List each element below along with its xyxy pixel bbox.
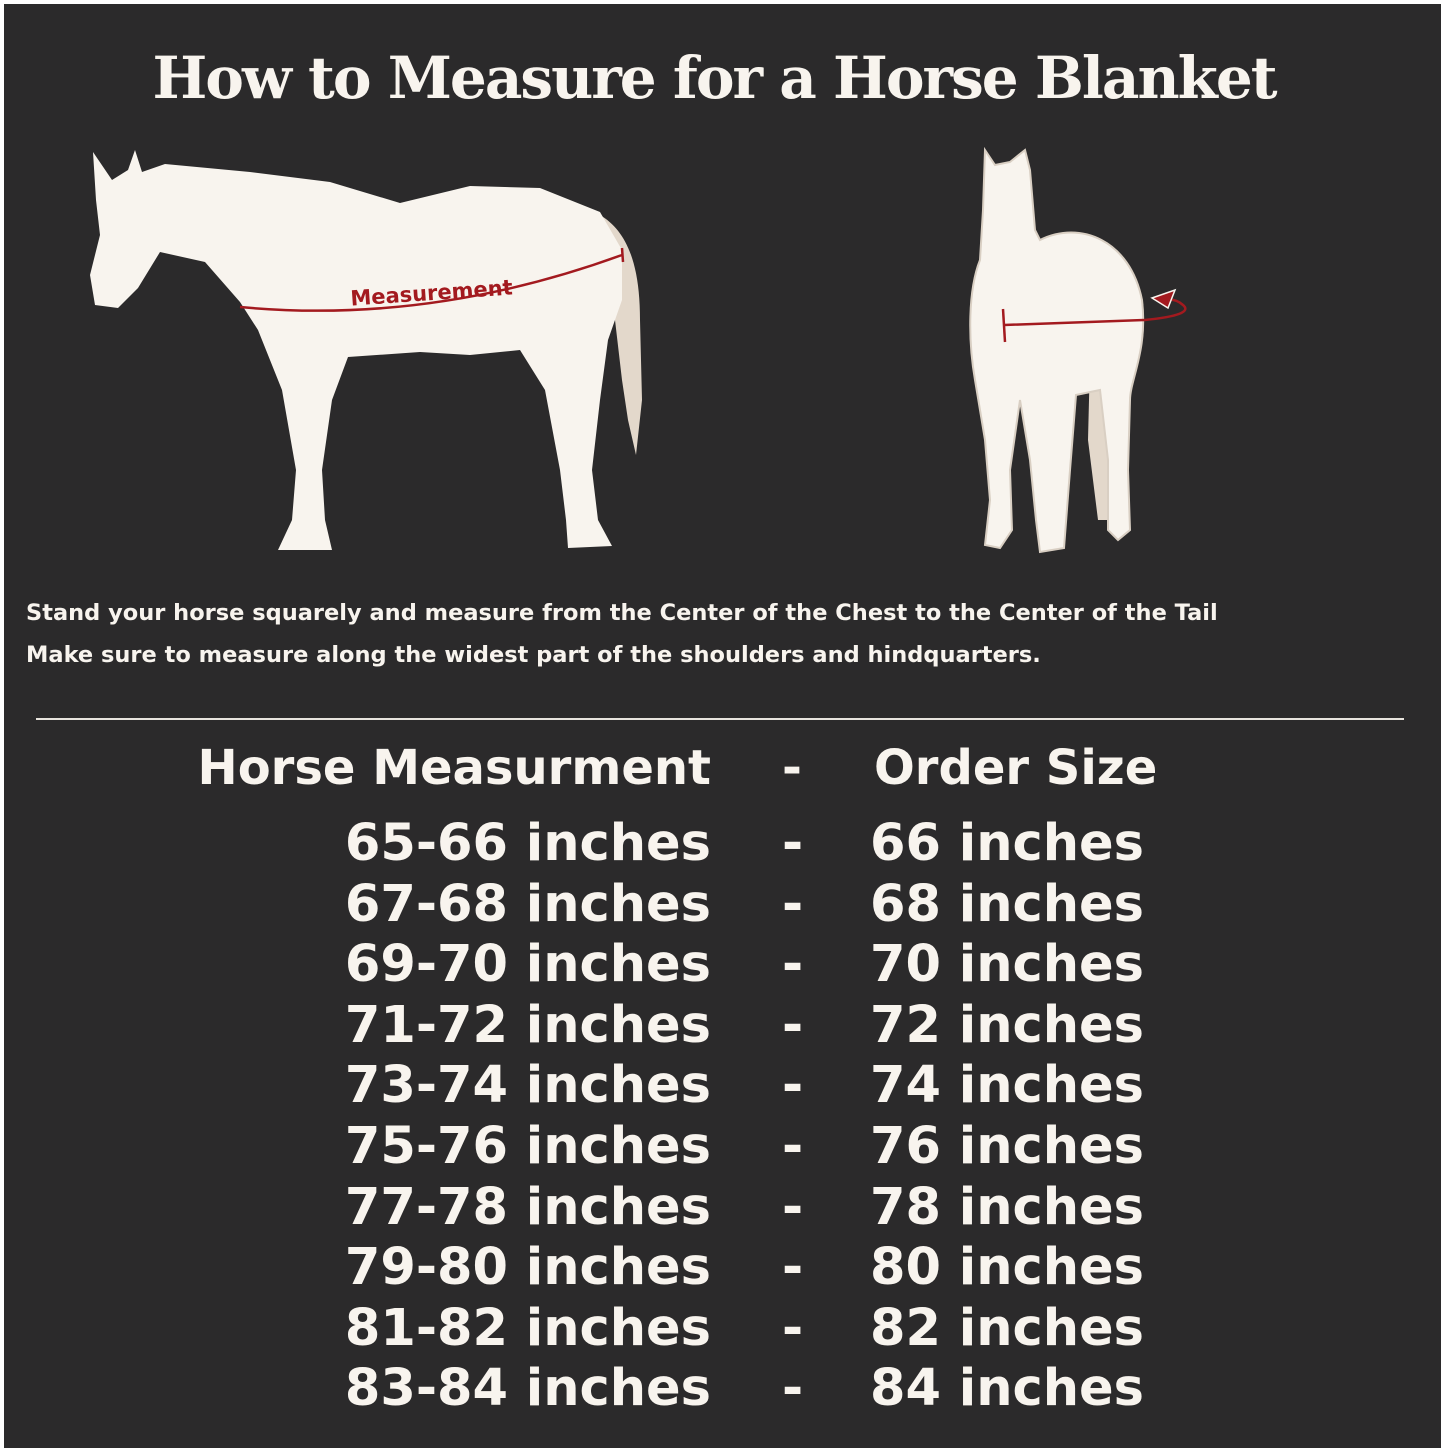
cell-size: 72 inches bbox=[870, 995, 1145, 1055]
table-row: 83-84 inches - 84 inches bbox=[4, 1359, 1441, 1419]
cell-size: 76 inches bbox=[870, 1117, 1145, 1176]
cell-separator: - bbox=[782, 1359, 804, 1419]
cell-separator: - bbox=[782, 1117, 804, 1176]
table-row: 65-66 inches - 66 inches bbox=[4, 814, 1441, 874]
infographic-panel: How to Measure for a Horse Blanket Measu… bbox=[4, 4, 1441, 1448]
instruction-line-2: Make sure to measure along the widest pa… bbox=[26, 642, 1041, 668]
cell-measurement: 75-76 inches bbox=[344, 1117, 711, 1176]
horse-diagrams: Measurement bbox=[90, 146, 1187, 554]
header-size: Order Size bbox=[874, 740, 1158, 796]
cell-separator: - bbox=[782, 1177, 804, 1237]
table-row: 73-74 inches - 74 inches bbox=[4, 1056, 1441, 1116]
table-header: Horse Measurment - Order Size bbox=[4, 740, 1441, 800]
cell-measurement: 73-74 inches bbox=[344, 1056, 711, 1116]
cell-measurement: 67-68 inches bbox=[344, 874, 711, 934]
table-row: 67-68 inches - 68 inches bbox=[4, 875, 1441, 935]
cell-size: 68 inches bbox=[870, 874, 1145, 934]
table-row: 81-82 inches - 82 inches bbox=[4, 1299, 1441, 1359]
header-measurement: Horse Measurment bbox=[197, 740, 711, 796]
cell-size: 80 inches bbox=[870, 1238, 1145, 1298]
cell-separator: - bbox=[782, 1298, 804, 1358]
table-row: 71-72 inches - 72 inches bbox=[4, 996, 1441, 1056]
instruction-line-1: Stand your horse squarely and measure fr… bbox=[26, 600, 1218, 626]
table-row: 79-80 inches - 80 inches bbox=[4, 1238, 1441, 1298]
table-row: 77-78 inches - 78 inches bbox=[4, 1178, 1441, 1238]
cell-separator: - bbox=[782, 814, 804, 873]
arrow-head-icon bbox=[1150, 288, 1177, 310]
header-separator: - bbox=[782, 740, 802, 796]
table-row: 75-76 inches - 76 inches bbox=[4, 1117, 1441, 1177]
side-horse-silhouette bbox=[90, 150, 622, 550]
page-title: How to Measure for a Horse Blanket bbox=[152, 44, 1277, 112]
cell-measurement: 77-78 inches bbox=[344, 1177, 711, 1237]
cell-size: 84 inches bbox=[870, 1359, 1145, 1419]
cell-measurement: 69-70 inches bbox=[344, 935, 711, 995]
cell-separator: - bbox=[782, 1238, 804, 1298]
cell-measurement: 83-84 inches bbox=[344, 1359, 711, 1419]
cell-size: 78 inches bbox=[870, 1177, 1145, 1237]
cell-separator: - bbox=[782, 874, 804, 934]
cell-size: 70 inches bbox=[870, 935, 1145, 995]
cell-measurement: 65-66 inches bbox=[344, 814, 711, 873]
cell-separator: - bbox=[782, 935, 804, 995]
cell-measurement: 71-72 inches bbox=[344, 995, 711, 1055]
cell-measurement: 79-80 inches bbox=[344, 1238, 711, 1298]
cell-size: 74 inches bbox=[870, 1056, 1145, 1116]
front-horse-silhouette bbox=[969, 146, 1145, 554]
cell-separator: - bbox=[782, 1056, 804, 1116]
cell-size: 66 inches bbox=[870, 814, 1145, 873]
table-row: 69-70 inches - 70 inches bbox=[4, 935, 1441, 995]
cell-measurement: 81-82 inches bbox=[344, 1298, 711, 1358]
cell-separator: - bbox=[782, 995, 804, 1055]
divider bbox=[36, 718, 1404, 720]
side-measurement-line bbox=[239, 253, 623, 312]
cell-size: 82 inches bbox=[870, 1298, 1145, 1358]
